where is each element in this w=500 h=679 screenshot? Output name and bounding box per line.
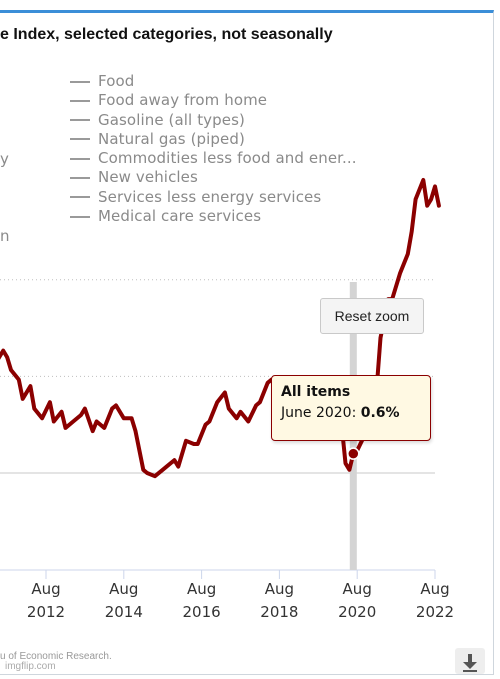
legend-dash-icon: [70, 138, 90, 141]
tooltip-series-name: All items: [281, 384, 351, 400]
source-credit: u of Economic Research.: [0, 651, 112, 662]
x-tick-label-year-5: 2022: [416, 603, 454, 621]
x-tick-label-month-5: Aug: [420, 580, 449, 598]
legend-item-food[interactable]: Food: [70, 72, 357, 91]
legend-dash-icon: [70, 196, 90, 199]
legend-dash-icon: [70, 176, 90, 179]
tooltip-value: 0.6%: [360, 405, 400, 421]
legend-left-fragment-2: n: [0, 227, 10, 245]
x-tick-label-year-1: 2014: [105, 603, 143, 621]
legend-left-fragment-1: y: [0, 150, 9, 168]
watermark: imgflip.com: [5, 661, 56, 672]
x-tick-label-year-0: 2012: [27, 603, 65, 621]
tooltip-date: June 2020:: [281, 405, 357, 421]
chart-title: e Index, selected categories, not season…: [0, 26, 333, 43]
legend-item-natural-gas[interactable]: Natural gas (piped): [70, 130, 357, 149]
x-tick-label-year-3: 2018: [260, 603, 298, 621]
x-tick-label-month-0: Aug: [31, 580, 60, 598]
download-button[interactable]: [455, 648, 485, 674]
x-tick-label-year-2: 2016: [183, 603, 221, 621]
x-tick-label-month-4: Aug: [343, 580, 372, 598]
legend-dash-icon: [70, 99, 90, 102]
chart-tooltip: All items June 2020: 0.6%: [271, 375, 431, 441]
legend-item-services[interactable]: Services less energy services: [70, 188, 357, 207]
x-tick-label-month-2: Aug: [187, 580, 216, 598]
legend-item-food-away[interactable]: Food away from home: [70, 91, 357, 110]
x-tick-label-month-3: Aug: [265, 580, 294, 598]
legend-item-new-vehicles[interactable]: New vehicles: [70, 168, 357, 187]
x-tick-label-year-4: 2020: [338, 603, 376, 621]
legend: Food Food away from home Gasoline (all t…: [70, 72, 357, 226]
legend-dash-icon: [70, 215, 90, 218]
download-arrow-icon: [463, 654, 477, 672]
legend-item-commodities[interactable]: Commodities less food and ener...: [70, 149, 357, 168]
legend-dash-icon: [70, 80, 90, 83]
legend-dash-icon: [70, 119, 90, 122]
legend-item-gasoline[interactable]: Gasoline (all types): [70, 111, 357, 130]
x-tick-label-month-1: Aug: [109, 580, 138, 598]
reset-zoom-button[interactable]: Reset zoom: [320, 298, 424, 334]
tooltip-value-line: June 2020: 0.6%: [281, 405, 421, 421]
highlight-point: [347, 447, 360, 460]
legend-dash-icon: [70, 157, 90, 160]
legend-item-medical[interactable]: Medical care services: [70, 207, 357, 226]
